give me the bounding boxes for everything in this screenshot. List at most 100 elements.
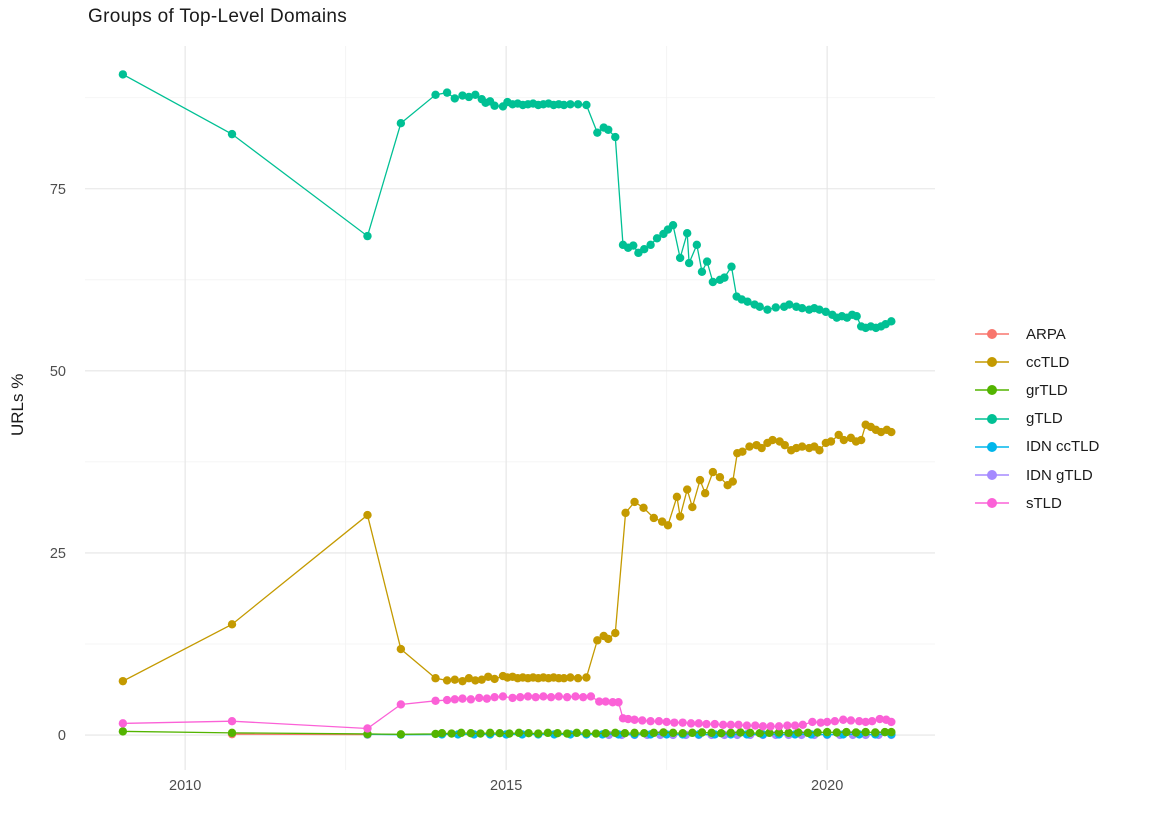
data-point-cctld (715, 472, 725, 482)
data-point-gtld (646, 240, 655, 250)
data-point-gtld (559, 100, 569, 110)
data-point-gtld (611, 132, 620, 142)
data-point-grtld (832, 728, 841, 737)
x-tick-label: 2010 (169, 778, 201, 794)
data-point-grtld (861, 727, 870, 737)
data-point-gtld (797, 304, 807, 313)
data-point-cctld (363, 510, 372, 520)
data-point-grtld (678, 729, 687, 738)
data-point-gtld (464, 92, 474, 102)
data-point-cctld (604, 634, 613, 644)
data-point-cctld (675, 512, 685, 521)
data-point-stld (450, 695, 459, 704)
data-point-gtld (652, 234, 662, 243)
data-point-grtld (630, 728, 639, 738)
data-point-grtld (784, 728, 793, 738)
data-point-stld (758, 722, 768, 731)
data-point-stld (638, 716, 647, 725)
data-point-grtld (688, 728, 697, 738)
data-point-grtld (887, 727, 896, 737)
data-point-gtld (852, 312, 861, 321)
data-point-grtld (659, 728, 668, 737)
data-point-stld (490, 692, 499, 702)
data-point-grtld (803, 728, 813, 738)
data-point-grtld (582, 729, 591, 738)
legend-key-icon (975, 327, 1009, 341)
data-point-gtld (604, 125, 613, 134)
legend-item-idn-cctld: IDN ccTLD (975, 433, 1099, 461)
data-point-cctld (621, 508, 630, 518)
data-point-grtld (774, 728, 784, 737)
data-point-stld (783, 721, 792, 730)
data-point-cctld (682, 485, 692, 494)
data-point-stld (482, 694, 492, 703)
legend-key-icon (975, 355, 1009, 369)
data-point-gtld (442, 88, 452, 97)
data-point-grtld (495, 729, 504, 738)
data-point-stld (623, 714, 633, 724)
data-point-grtld (534, 729, 543, 738)
data-point-grtld (524, 729, 533, 738)
data-point-cctld (663, 521, 673, 530)
data-point-stld (601, 697, 610, 706)
data-point-gtld (887, 317, 896, 326)
data-point-grtld (505, 729, 514, 738)
data-point-cctld (227, 620, 237, 629)
data-point-gtld (582, 100, 591, 110)
legend-item-cctld: ccTLD (975, 348, 1099, 376)
data-point-gtld (815, 305, 824, 314)
legend: ARPA ccTLD grTLD gTLD IDN ccTLD IDN gTLD sTLD (975, 320, 1099, 517)
data-point-grtld (611, 728, 620, 738)
data-point-grtld (813, 728, 822, 737)
y-tick-label: 25 (50, 546, 66, 562)
data-point-cctld (442, 676, 452, 685)
data-point-cctld (672, 492, 682, 502)
data-point-grtld (514, 728, 524, 738)
data-point-stld (742, 721, 752, 730)
data-point-cctld (708, 467, 718, 477)
data-point-stld (710, 719, 719, 729)
data-point-grtld (553, 729, 562, 738)
y-tick-label: 0 (58, 728, 66, 744)
data-point-gtld (118, 70, 128, 79)
data-point-cctld (490, 674, 499, 684)
data-point-cctld (834, 430, 843, 440)
data-point-stld (702, 719, 711, 729)
data-point-stld (646, 716, 655, 726)
data-point-grtld (871, 728, 880, 737)
data-point-cctld (458, 676, 467, 686)
data-point-stld (838, 715, 848, 724)
data-point-cctld (483, 672, 493, 681)
data-point-stld (822, 717, 832, 727)
data-point-gtld (396, 119, 406, 128)
data-point-cctld (757, 443, 766, 453)
data-point-stld (867, 716, 877, 726)
data-point-cctld (593, 636, 602, 645)
data-point-grtld (822, 727, 832, 737)
data-point-gtld (697, 267, 707, 276)
data-point-stld (396, 700, 406, 709)
data-point-stld (431, 696, 440, 706)
data-point-grtld (543, 728, 553, 738)
data-point-stld (608, 698, 617, 707)
data-point-cctld (431, 674, 440, 683)
data-point-gtld (692, 240, 702, 250)
data-point-gtld (743, 297, 752, 306)
data-point-cctld (559, 674, 569, 683)
data-point-cctld (780, 440, 789, 450)
data-point-grtld (466, 729, 476, 738)
data-point-stld (227, 716, 237, 726)
legend-item-idn-gtld: IDN gTLD (975, 461, 1099, 489)
data-point-gtld (785, 300, 794, 309)
data-point-grtld (842, 727, 851, 737)
data-point-gtld (566, 100, 575, 109)
legend-label: ARPA (1026, 325, 1066, 343)
data-point-cctld (639, 503, 648, 512)
data-point-stld (498, 692, 508, 701)
data-point-stld (466, 695, 476, 704)
data-point-cctld (856, 435, 866, 445)
data-point-cctld (464, 674, 474, 683)
data-point-gtld (639, 245, 649, 254)
data-point-grtld (431, 729, 440, 739)
legend-item-grtld: grTLD (975, 376, 1099, 404)
